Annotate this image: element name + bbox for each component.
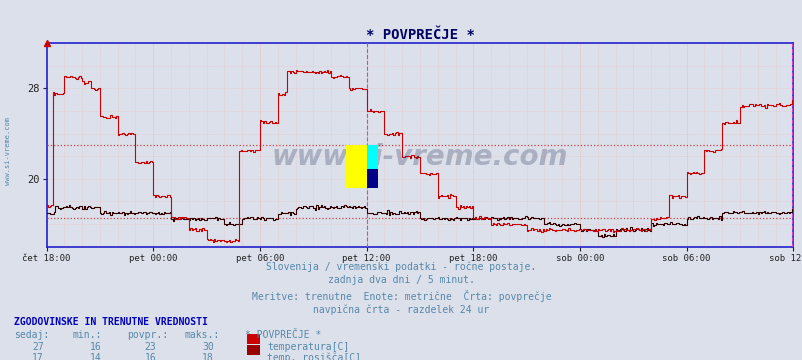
Text: Meritve: trenutne  Enote: metrične  Črta: povprečje: Meritve: trenutne Enote: metrične Črta: … bbox=[251, 290, 551, 302]
Text: temperatura[C]: temperatura[C] bbox=[267, 342, 349, 352]
Text: sedaj:: sedaj: bbox=[14, 330, 50, 341]
Text: www.si-vreme.com: www.si-vreme.com bbox=[271, 143, 568, 171]
Polygon shape bbox=[346, 145, 367, 188]
Text: navpična črta - razdelek 24 ur: navpična črta - razdelek 24 ur bbox=[313, 304, 489, 315]
Text: * POVPREČJE *: * POVPREČJE * bbox=[245, 330, 321, 341]
Text: 27: 27 bbox=[32, 342, 44, 352]
Text: 14: 14 bbox=[90, 353, 102, 360]
Text: 30: 30 bbox=[202, 342, 214, 352]
Text: zadnja dva dni / 5 minut.: zadnja dva dni / 5 minut. bbox=[328, 275, 474, 285]
Polygon shape bbox=[367, 145, 378, 168]
Text: temp. rosišča[C]: temp. rosišča[C] bbox=[267, 353, 361, 360]
Text: povpr.:: povpr.: bbox=[127, 330, 168, 341]
Text: ZGODOVINSKE IN TRENUTNE VREDNOSTI: ZGODOVINSKE IN TRENUTNE VREDNOSTI bbox=[14, 317, 208, 327]
Text: Slovenija / vremenski podatki - ročne postaje.: Slovenija / vremenski podatki - ročne po… bbox=[266, 261, 536, 271]
Text: 18: 18 bbox=[202, 353, 214, 360]
Text: www.si-vreme.com: www.si-vreme.com bbox=[5, 117, 11, 185]
Text: 16: 16 bbox=[144, 353, 156, 360]
Text: 16: 16 bbox=[90, 342, 102, 352]
Text: maks.:: maks.: bbox=[184, 330, 220, 341]
Text: 23: 23 bbox=[144, 342, 156, 352]
Polygon shape bbox=[367, 168, 378, 188]
Text: min.:: min.: bbox=[72, 330, 102, 341]
Text: 17: 17 bbox=[32, 353, 44, 360]
Title: * POVPREČJE *: * POVPREČJE * bbox=[365, 28, 474, 42]
